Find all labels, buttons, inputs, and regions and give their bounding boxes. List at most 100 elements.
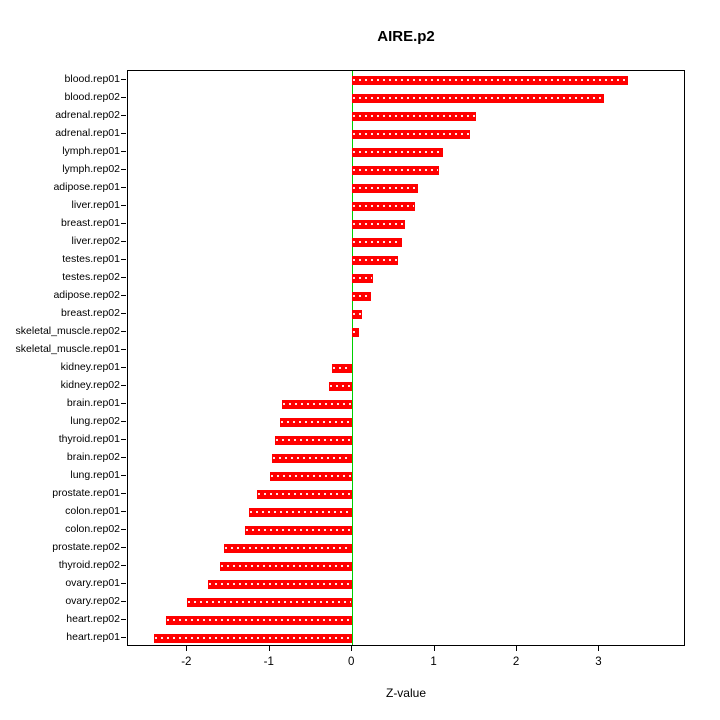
- zero-reference-line: [351, 71, 353, 645]
- y-axis-label: colon.rep01: [65, 505, 120, 517]
- y-axis-label: blood.rep01: [64, 73, 120, 85]
- y-axis-label: thyroid.rep01: [58, 433, 120, 445]
- bar-lung.rep02: [279, 417, 353, 427]
- y-axis-label: lymph.rep02: [62, 163, 120, 175]
- bar-prostate.rep02: [224, 543, 353, 553]
- plot-area: [127, 70, 685, 646]
- y-axis-label: lung.rep01: [70, 469, 120, 481]
- y-axis-tick: [121, 151, 126, 152]
- y-axis-tick: [121, 241, 126, 242]
- bar-prostate.rep01: [257, 489, 353, 499]
- x-axis-tick-label: 1: [430, 656, 437, 668]
- y-axis-tick: [121, 133, 126, 134]
- y-axis-label: kidney.rep01: [60, 361, 120, 373]
- y-axis-label: ovary.rep02: [65, 595, 120, 607]
- x-axis-title: Z-value: [385, 686, 426, 700]
- bar-adrenal.rep01: [352, 129, 471, 139]
- y-axis-label: breast.rep02: [61, 307, 120, 319]
- x-axis-tick: [598, 646, 600, 651]
- y-axis-tick: [121, 277, 126, 278]
- y-axis-label: testes.rep02: [62, 271, 120, 283]
- bar-ovary.rep02: [187, 597, 353, 607]
- x-axis-tick: [186, 646, 188, 651]
- x-axis-tick-label: 0: [347, 656, 355, 668]
- bar-liver.rep02: [352, 237, 402, 247]
- y-axis-tick: [121, 169, 126, 170]
- y-axis-tick: [121, 295, 126, 296]
- y-axis-label: prostate.rep01: [52, 487, 120, 499]
- bar-testes.rep01: [352, 255, 398, 265]
- bar-thyroid.rep02: [220, 561, 353, 571]
- y-axis-tick: [121, 583, 126, 584]
- bar-colon.rep01: [249, 507, 353, 517]
- y-axis-tick: [121, 205, 126, 206]
- y-axis-tick: [121, 457, 126, 458]
- y-axis-tick: [121, 349, 126, 350]
- y-axis-label: brain.rep01: [66, 397, 120, 409]
- y-axis-label: breast.rep01: [61, 217, 120, 229]
- y-axis-tick: [121, 385, 126, 386]
- y-axis-label: adrenal.rep02: [55, 109, 120, 121]
- bar-adipose.rep02: [352, 291, 372, 301]
- x-axis-tick-label: -2: [181, 656, 192, 668]
- y-axis-tick: [121, 637, 126, 638]
- y-axis-label: brain.rep02: [66, 451, 120, 463]
- y-axis-tick: [121, 313, 126, 314]
- bar-colon.rep02: [245, 525, 353, 535]
- y-axis-label: kidney.rep02: [60, 379, 120, 391]
- y-axis-tick: [121, 511, 126, 512]
- y-axis-tick: [121, 367, 126, 368]
- y-axis-tick: [121, 619, 126, 620]
- y-axis-label: testes.rep01: [62, 253, 120, 265]
- bar-liver.rep01: [352, 201, 415, 211]
- bar-lymph.rep02: [352, 165, 439, 175]
- y-axis-tick: [121, 475, 126, 476]
- bar-brain.rep01: [282, 399, 353, 409]
- bar-skeletal_muscle.rep02: [352, 327, 359, 337]
- bar-heart.rep02: [165, 615, 353, 625]
- y-axis-label: liver.rep02: [71, 235, 120, 247]
- y-axis-label: skeletal_muscle.rep02: [15, 325, 120, 337]
- bar-ovary.rep01: [207, 579, 353, 589]
- y-axis-tick: [121, 97, 126, 98]
- y-axis-label: adipose.rep02: [53, 289, 120, 301]
- x-axis-tick: [268, 646, 270, 651]
- x-axis-tick-label: -1: [263, 656, 274, 668]
- bar-breast.rep01: [352, 219, 405, 229]
- y-axis-label: lung.rep02: [70, 415, 120, 427]
- bar-kidney.rep01: [331, 363, 353, 373]
- y-axis-label: ovary.rep01: [65, 577, 120, 589]
- y-axis-tick: [121, 565, 126, 566]
- x-axis-tick: [433, 646, 435, 651]
- y-axis-label: blood.rep02: [64, 91, 120, 103]
- y-axis-label: heart.rep01: [66, 631, 120, 643]
- chart-title: AIRE.p2: [377, 28, 435, 45]
- y-axis-tick: [121, 421, 126, 422]
- bar-adrenal.rep02: [352, 111, 476, 121]
- bar-brain.rep02: [272, 453, 353, 463]
- x-axis-tick: [351, 646, 353, 651]
- bar-lung.rep01: [269, 471, 353, 481]
- bar-blood.rep01: [352, 75, 629, 85]
- bar-kidney.rep02: [329, 381, 353, 391]
- y-axis-tick: [121, 439, 126, 440]
- y-axis-tick: [121, 547, 126, 548]
- y-axis-tick: [121, 115, 126, 116]
- y-axis-label: heart.rep02: [66, 613, 120, 625]
- y-axis-label: liver.rep01: [71, 199, 120, 211]
- bar-testes.rep02: [352, 273, 373, 283]
- bar-adipose.rep01: [352, 183, 419, 193]
- y-axis-labels: blood.rep01 blood.rep02 adrenal.rep02 adren…: [0, 70, 120, 646]
- bar-breast.rep02: [352, 309, 363, 319]
- bar-heart.rep01: [154, 633, 353, 643]
- y-axis-tick: [121, 223, 126, 224]
- y-axis-tick: [121, 79, 126, 80]
- y-axis-label: colon.rep02: [65, 523, 120, 535]
- bar-blood.rep02: [352, 93, 604, 103]
- y-axis-label: prostate.rep02: [52, 541, 120, 553]
- y-axis-tick: [121, 493, 126, 494]
- x-axis-tick-label: 2: [512, 656, 520, 668]
- y-axis-tick: [121, 259, 126, 260]
- y-axis-tick: [121, 331, 126, 332]
